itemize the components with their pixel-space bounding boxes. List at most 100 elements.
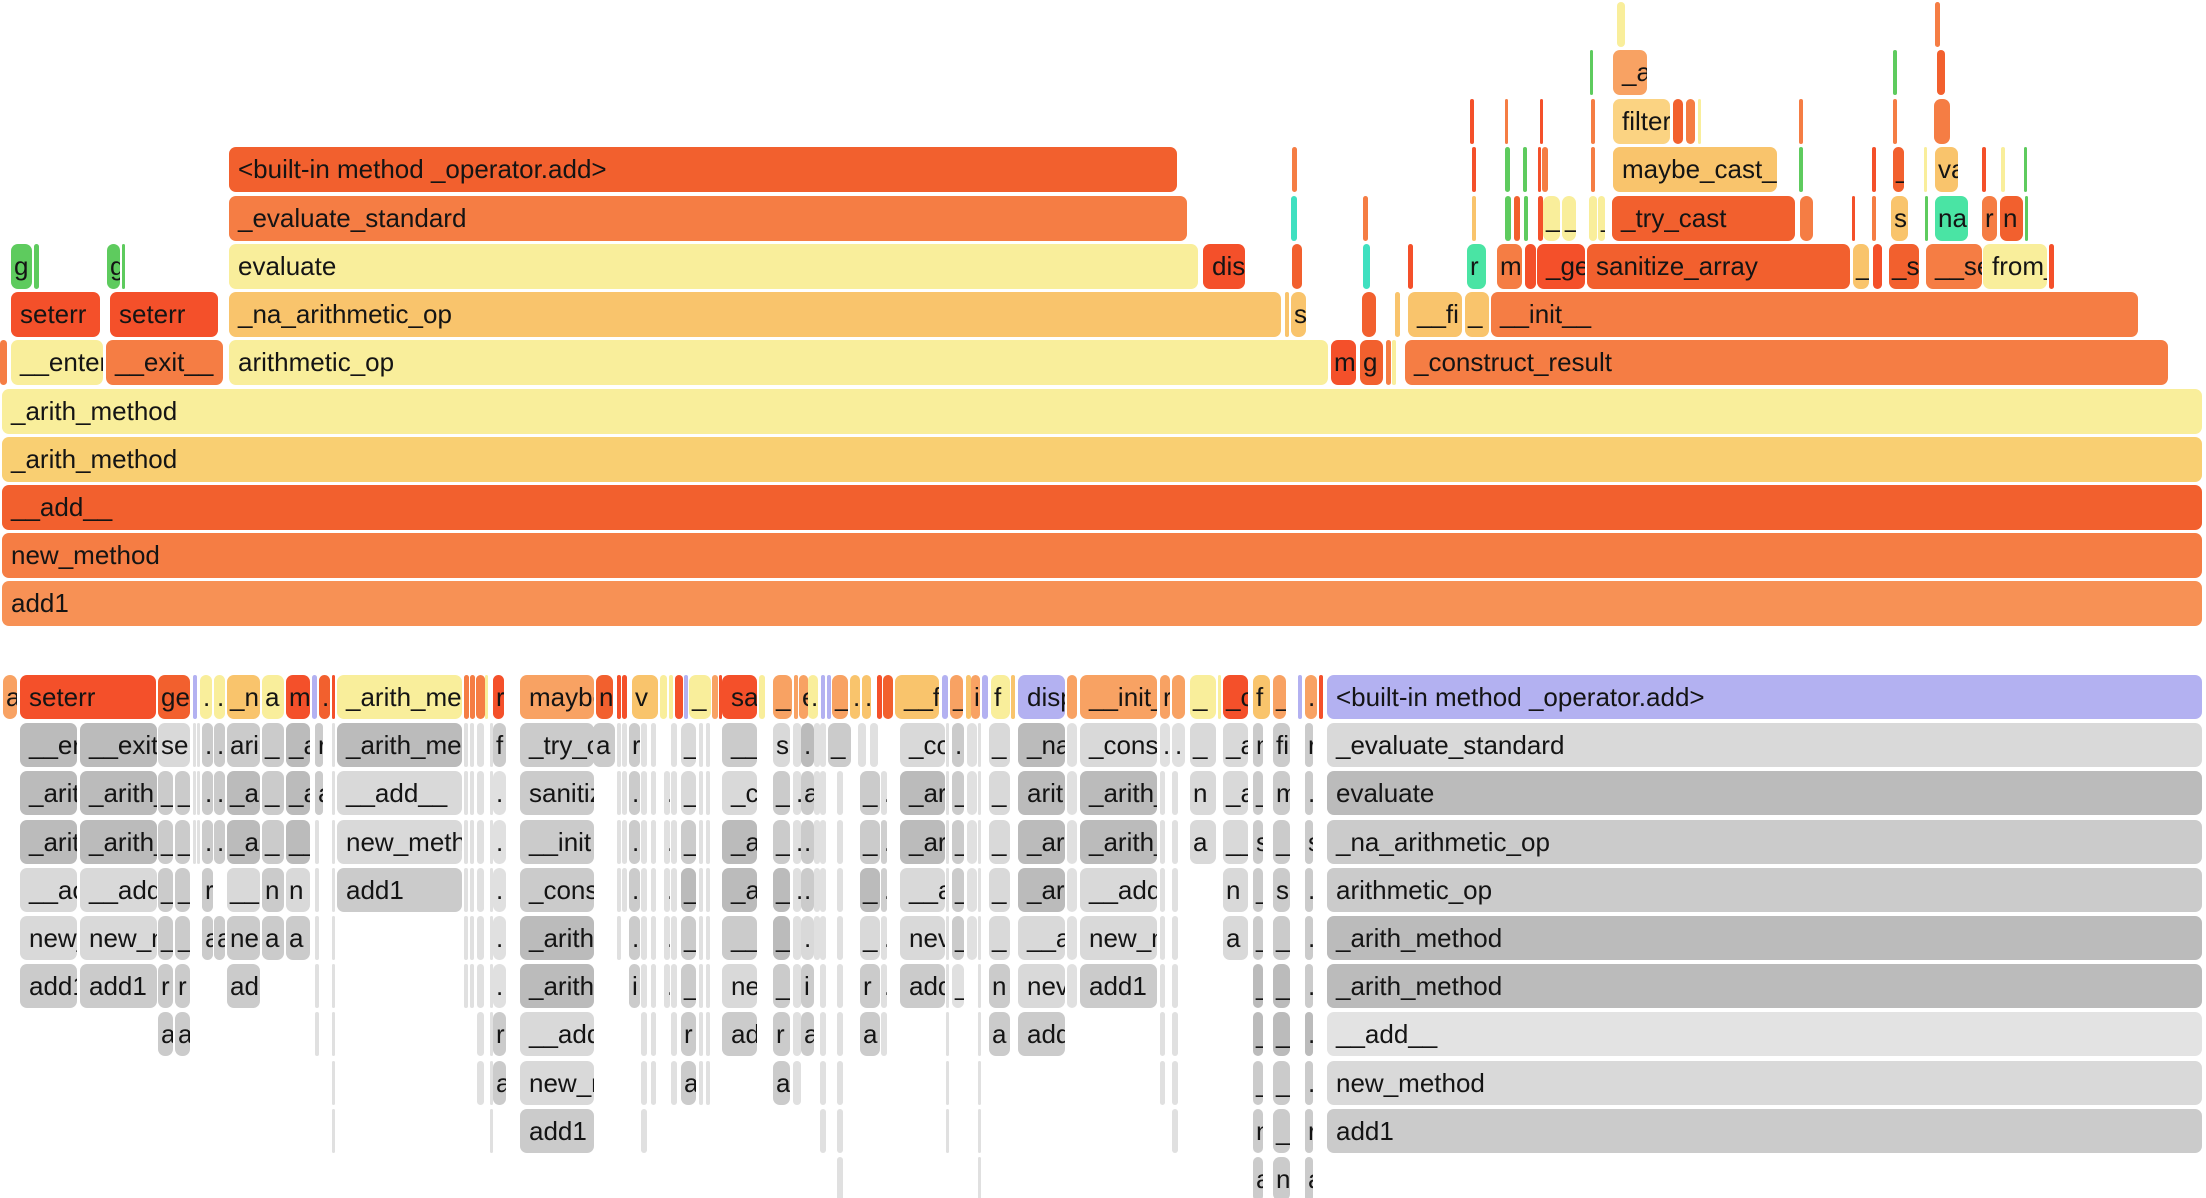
frame-sliver[interactable] [1505, 99, 1508, 144]
frame-sliver[interactable] [978, 1012, 981, 1056]
frame-sliver[interactable] [464, 868, 468, 912]
frame-_[interactable]: _ [773, 771, 790, 815]
frame-_a[interactable]: _a [1613, 50, 1647, 95]
frame-.[interactable]: . [793, 868, 801, 912]
frame-_arit[interactable]: _arit [20, 820, 77, 864]
frame-sliver[interactable] [193, 723, 196, 767]
frame-_[interactable]: _ [828, 723, 851, 767]
frame-sliver[interactable] [759, 675, 765, 719]
frame-sliver[interactable] [1011, 675, 1015, 719]
frame-.[interactable]: . [664, 820, 670, 864]
frame-a[interactable]: a [801, 771, 814, 815]
frame-sliver[interactable] [490, 1061, 493, 1105]
frame-f[interactable]: f [493, 723, 506, 767]
frame-.[interactable]: . [808, 675, 818, 719]
frame-_a[interactable]: _a [227, 820, 260, 864]
frame-_[interactable]: _ [952, 964, 964, 1008]
frame-sliver[interactable] [881, 1012, 887, 1056]
frame-.[interactable]: . [881, 868, 887, 912]
frame-_na[interactable]: _na [1018, 723, 1065, 767]
frame-r[interactable]: r [493, 1012, 506, 1056]
frame-a[interactable]: a [214, 916, 225, 960]
frame-n[interactable]: n [1273, 1157, 1290, 1198]
frame-__ac[interactable]: __ac [20, 868, 77, 912]
frame-.[interactable]: . [1305, 1061, 1313, 1105]
frame-.[interactable]: . [881, 964, 887, 1008]
frame-new_method[interactable]: new_method [1327, 1061, 2202, 1105]
frame-_arith_method[interactable]: _arith_method [1327, 916, 2202, 960]
frame-_[interactable]: _ [952, 820, 964, 864]
frame-sliver[interactable] [719, 675, 722, 719]
frame-sliver[interactable] [1924, 147, 1927, 192]
frame-sliver[interactable] [193, 675, 197, 719]
frame-__se[interactable]: __se [1926, 244, 1982, 289]
frame-sliver[interactable] [827, 675, 831, 719]
frame-sliver[interactable] [1218, 675, 1221, 719]
frame-sliver[interactable] [671, 964, 677, 1008]
frame-a[interactable]: a [158, 1012, 173, 1056]
frame-sliver[interactable] [651, 868, 656, 912]
frame-.[interactable]: . [881, 771, 887, 815]
frame-sliver[interactable] [814, 723, 820, 767]
frame-sliver[interactable] [793, 916, 801, 960]
frame-sliver[interactable] [877, 675, 882, 719]
frame-sliver[interactable] [332, 868, 335, 912]
frame-sliver[interactable] [34, 244, 39, 289]
frame-sliver[interactable] [332, 916, 335, 960]
frame-sliver[interactable] [1505, 147, 1510, 192]
frame-r[interactable]: r [860, 964, 880, 1008]
frame-m[interactable]: m [1331, 340, 1356, 385]
frame-sliver[interactable] [470, 820, 474, 864]
frame-sliver[interactable] [1362, 292, 1376, 337]
frame-sa[interactable]: sa [722, 675, 757, 719]
frame-sliver[interactable] [622, 771, 627, 815]
frame-g[interactable]: g [107, 244, 120, 289]
frame-sliver[interactable] [814, 820, 820, 864]
frame-.[interactable]: . [493, 820, 506, 864]
frame-sliver[interactable] [814, 916, 820, 960]
frame-sliver[interactable] [820, 868, 826, 912]
frame-sliver[interactable] [814, 771, 820, 815]
frame-sliver[interactable] [312, 675, 317, 719]
frame-_[interactable]: _ [1273, 820, 1290, 864]
frame-sliver[interactable] [477, 1061, 484, 1105]
frame-sliver[interactable] [712, 675, 718, 719]
frame-sliver[interactable] [2024, 147, 2027, 192]
frame-sliver[interactable] [1319, 675, 1323, 719]
frame-.[interactable]: . [629, 916, 640, 960]
frame-sliver[interactable] [490, 1109, 493, 1153]
frame-sliver[interactable] [2049, 244, 2054, 289]
frame-sanitize_array[interactable]: sanitize_array [1587, 244, 1850, 289]
frame-a[interactable]: a [1305, 1157, 1313, 1198]
frame-sliver[interactable] [671, 820, 677, 864]
frame-sliver[interactable] [1067, 964, 1077, 1008]
frame-sliver[interactable] [641, 820, 647, 864]
frame-_[interactable]: _ [989, 820, 1010, 864]
frame-add[interactable]: add [1018, 1012, 1065, 1056]
frame-sliver[interactable] [978, 964, 981, 1008]
frame-sliver[interactable] [671, 1061, 677, 1105]
frame-s[interactable]: s [1891, 196, 1908, 241]
frame-_[interactable]: _ [773, 964, 790, 1008]
frame-sliver[interactable] [814, 868, 820, 912]
frame-sliver[interactable] [978, 1109, 981, 1153]
frame-sliver[interactable] [641, 1012, 647, 1056]
frame-_[interactable]: _ [262, 771, 284, 815]
frame-_[interactable]: _ [860, 820, 880, 864]
frame-sliver[interactable] [1893, 99, 1897, 144]
frame-n[interactable]: n [1253, 723, 1263, 767]
frame-sliver[interactable] [1291, 196, 1297, 241]
frame-sliver[interactable] [464, 820, 468, 864]
frame-sliver[interactable] [1067, 916, 1077, 960]
frame-sliver[interactable] [669, 675, 673, 719]
frame-sliver[interactable] [1799, 99, 1803, 144]
frame-sliver[interactable] [1160, 820, 1165, 864]
frame-_arith_method[interactable]: _arith_method [2, 389, 2202, 434]
frame-r[interactable]: r [1467, 244, 1486, 289]
frame-_c[interactable]: _c [722, 771, 757, 815]
frame-sliver[interactable] [1935, 2, 1940, 47]
frame-sliver[interactable] [1799, 147, 1803, 192]
frame-sliver[interactable] [332, 1109, 335, 1153]
frame-sliver[interactable] [671, 868, 677, 912]
frame-sliver[interactable] [946, 964, 949, 1008]
